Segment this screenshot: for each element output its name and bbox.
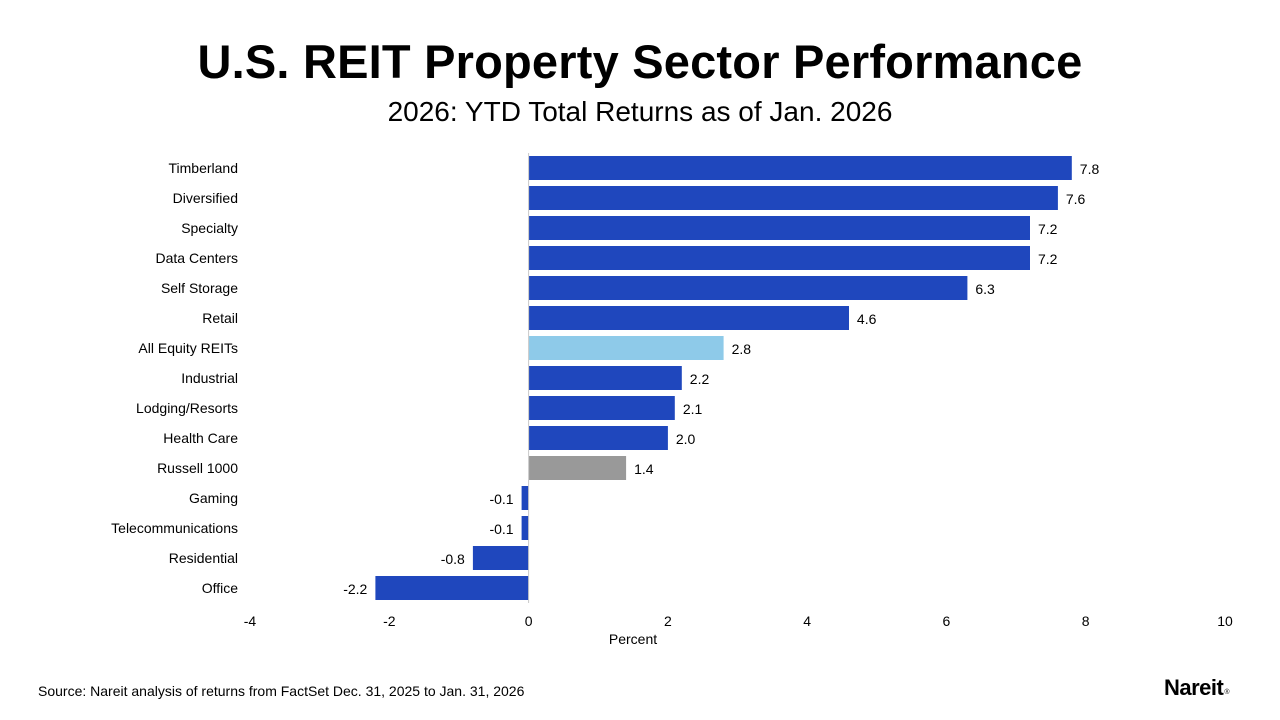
category-label-timberland: Timberland [168,160,238,176]
x-axis-label: Percent [609,631,657,647]
category-label-health-care: Health Care [163,430,238,446]
bar-gaming [521,486,529,510]
bar-residential [472,546,529,570]
category-label-all-equity-reits: All Equity REITs [138,340,238,356]
data-label-industrial: 2.2 [690,371,710,387]
data-label-self-storage: 6.3 [975,281,995,297]
x-tick-label-0: 0 [525,613,533,629]
data-label-russell-1000: 1.4 [634,461,654,477]
category-label-industrial: Industrial [181,370,238,386]
chart-subtitle: 2026: YTD Total Returns as of Jan. 2026 [387,96,893,127]
category-label-russell-1000: Russell 1000 [157,460,238,476]
category-label-self-storage: Self Storage [161,280,238,296]
data-label-health-care: 2.0 [676,431,696,447]
bar-timberland [528,156,1072,180]
bar-industrial [528,366,682,390]
bar-telecommunications [521,516,529,540]
category-label-residential: Residential [169,550,238,566]
x-tick-label-10: 10 [1217,613,1233,629]
data-label-telecommunications: -0.1 [489,521,513,537]
bar-self-storage [528,276,968,300]
data-label-timberland: 7.8 [1080,161,1100,177]
chart-title: U.S. REIT Property Sector Performance [197,35,1083,88]
bar-diversified [528,186,1058,210]
bar-lodging-resorts [528,396,675,420]
data-label-data-centers: 7.2 [1038,251,1058,267]
category-label-lodging-resorts: Lodging/Resorts [136,400,238,416]
category-label-gaming: Gaming [189,490,238,506]
x-tick-label-minus-2: -2 [383,613,396,629]
x-tick-label-8: 8 [1082,613,1090,629]
data-label-office: -2.2 [343,581,367,597]
bar-data-centers [528,246,1030,270]
x-tick-label-4: 4 [803,613,811,629]
data-label-specialty: 7.2 [1038,221,1058,237]
category-label-office: Office [202,580,239,596]
category-label-diversified: Diversified [173,190,238,206]
data-label-lodging-resorts: 2.1 [683,401,703,417]
bar-all-equity-reits [528,336,724,360]
bar-specialty [528,216,1030,240]
logo-text: Nareit [1164,675,1224,700]
data-label-gaming: -0.1 [489,491,513,507]
logo-registered-mark: ® [1224,689,1230,696]
data-label-all-equity-reits: 2.8 [732,341,752,357]
bar-office [375,576,529,600]
bar-russell-1000 [528,456,627,480]
x-tick-label-2: 2 [664,613,672,629]
category-label-data-centers: Data Centers [156,250,238,266]
data-label-residential: -0.8 [441,551,465,567]
x-tick-label-minus-4: -4 [244,613,257,629]
x-tick-label-6: 6 [943,613,951,629]
data-label-retail: 4.6 [857,311,877,327]
source-note: Source: Nareit analysis of returns from … [38,683,525,699]
bar-retail [528,306,849,330]
category-label-specialty: Specialty [181,220,238,236]
category-label-telecommunications: Telecommunications [111,520,238,536]
bar-health-care [528,426,668,450]
data-label-diversified: 7.6 [1066,191,1086,207]
nareit-logo: Nareit® [1164,675,1229,701]
category-label-retail: Retail [202,310,238,326]
